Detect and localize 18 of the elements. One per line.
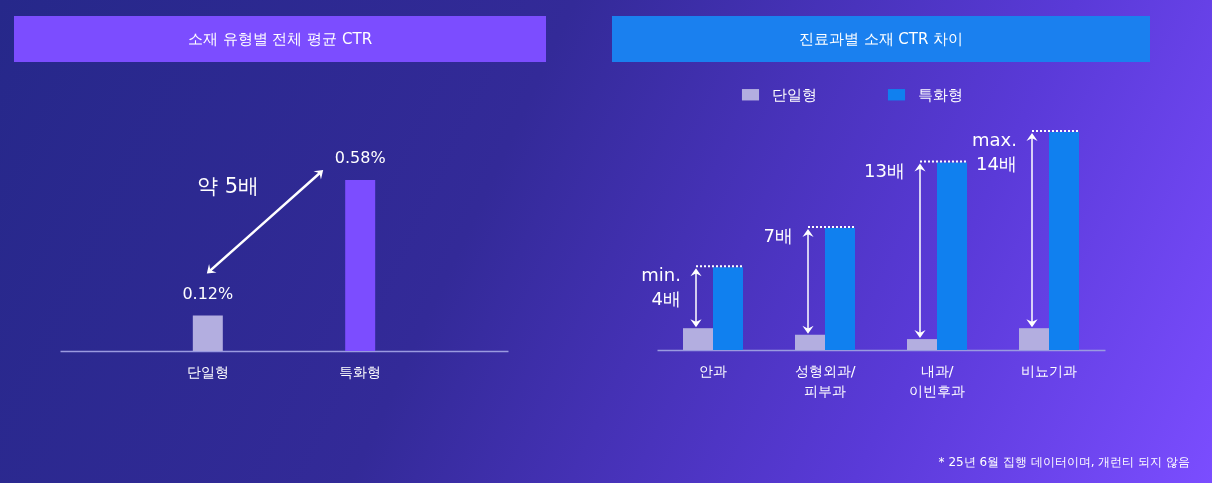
legend-label: 특화형	[918, 85, 963, 104]
x-tick-label: 단일형	[186, 363, 229, 380]
annotation: 13배	[864, 159, 905, 181]
x-tick-label: 비뇨기과	[1021, 362, 1077, 379]
x-tick-label: 내과/ 이빈후과	[909, 362, 965, 399]
annotation: 7배	[763, 224, 793, 246]
x-tick-label: 특화형	[339, 363, 382, 380]
data-label: 0.58%	[334, 148, 386, 167]
annotation: 약 5배	[197, 173, 260, 200]
chart-title: 소재 유형별 전체 평균 CTR	[14, 16, 546, 62]
text: * 25년 6월 집행 데이터이며, 개런티 되지 않음	[938, 454, 1190, 471]
chart-title: 진료과별 소재 CTR 차이	[612, 16, 1150, 62]
annotation: max. 14배	[972, 129, 1017, 174]
data-label: 0.12%	[182, 283, 234, 303]
x-tick-label: 성형외과/ 피부과	[794, 362, 856, 399]
legend-label: 단일형	[772, 85, 817, 104]
x-tick-label: 안과	[699, 362, 727, 379]
annotation: min. 4배	[641, 264, 681, 310]
